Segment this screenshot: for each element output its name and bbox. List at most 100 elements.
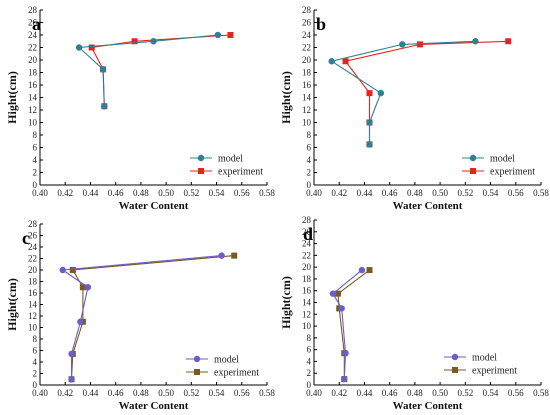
- y-tick-label: 22: [302, 43, 311, 53]
- data-point-model: [214, 31, 222, 39]
- y-axis-label: Hight(cm): [5, 278, 19, 331]
- data-point-model: [101, 103, 108, 110]
- y-tick-label: 18: [302, 68, 312, 78]
- data-point-model: [150, 38, 157, 45]
- legend-label-model: model: [214, 355, 239, 366]
- y-tick-label: 26: [28, 18, 38, 28]
- legend-marker-experiment: [198, 168, 204, 174]
- x-tick-label: 0.50: [432, 388, 448, 398]
- x-axis-label: Water Content: [393, 200, 463, 212]
- data-point-model: [59, 266, 66, 274]
- y-tick-label: 22: [28, 43, 37, 53]
- y-tick-label: 26: [28, 231, 38, 241]
- x-tick-label: 0.48: [133, 188, 149, 198]
- x-tick-label: 0.48: [407, 188, 423, 198]
- y-tick-label: 22: [28, 254, 37, 264]
- x-tick-label: 0.42: [331, 388, 347, 398]
- x-tick-label: 0.56: [234, 188, 250, 198]
- data-point-experiment: [227, 32, 234, 38]
- x-tick-label: 0.44: [357, 388, 373, 398]
- x-tick-label: 0.54: [483, 188, 499, 198]
- x-tick-label: 0.58: [533, 388, 549, 398]
- y-tick-label: 28: [302, 215, 312, 225]
- x-tick-label: 0.52: [183, 388, 199, 398]
- legend-marker-model: [193, 355, 201, 363]
- y-tick-label: 18: [302, 274, 312, 284]
- x-tick-label: 0.40: [32, 188, 48, 198]
- x-tick-label: 0.44: [83, 188, 99, 198]
- data-point-model: [358, 266, 366, 274]
- panel-b: 0.40 0.42 0.44 0.46 0.48 0.50 0.52 0.54 0.56 0.58…: [279, 5, 549, 212]
- data-point-model: [84, 284, 92, 291]
- data-point-model: [329, 290, 337, 297]
- data-point-experiment: [79, 284, 86, 291]
- data-point-experiment: [131, 38, 138, 45]
- x-axis-label: Water Content: [393, 400, 463, 412]
- x-tick-label: 0.48: [133, 388, 149, 398]
- y-tick-label: 8: [307, 333, 312, 343]
- y-tick-label: 12: [28, 105, 37, 115]
- data-point-model: [338, 305, 345, 312]
- x-tick-label: 0.52: [457, 188, 473, 198]
- y-tick-label: 18: [28, 277, 38, 287]
- y-tick-label: 2: [307, 168, 312, 178]
- y-tick-label: 10: [28, 323, 38, 333]
- x-tick-label: 0.42: [57, 188, 73, 198]
- x-tick-label: 0.42: [57, 388, 73, 398]
- x-tick-label: 0.44: [83, 388, 99, 398]
- legend-marker-experiment: [470, 168, 476, 174]
- y-tick-label: 20: [302, 262, 312, 272]
- data-point-model: [366, 141, 373, 148]
- x-tick-label: 0.42: [331, 188, 347, 198]
- y-tick-label: 4: [33, 155, 38, 165]
- data-point-model: [218, 252, 225, 259]
- y-tick-label: 24: [302, 30, 312, 40]
- x-tick-label: 0.40: [32, 388, 48, 398]
- y-tick-label: 14: [28, 93, 38, 103]
- y-tick-label: 14: [302, 298, 312, 308]
- data-point-model: [472, 38, 479, 45]
- y-tick-label: 14: [302, 93, 312, 103]
- data-point-model: [377, 89, 385, 97]
- x-tick-label: 0.50: [158, 188, 174, 198]
- y-tick-label: 2: [33, 369, 38, 379]
- y-tick-label: 2: [33, 168, 38, 178]
- x-tick-label: 0.46: [382, 188, 398, 198]
- panel-letter: c: [22, 228, 30, 248]
- x-tick-label: 0.52: [183, 188, 199, 198]
- legend-marker-model: [451, 353, 459, 361]
- data-point-experiment: [366, 90, 373, 97]
- x-tick-label: 0.54: [209, 388, 225, 398]
- x-tick-label: 0.50: [432, 188, 448, 198]
- y-tick-label: 6: [33, 143, 38, 153]
- legend-label-experiment: experiment: [490, 167, 535, 178]
- y-tick-label: 16: [302, 80, 312, 90]
- data-point-experiment: [69, 267, 76, 273]
- y-tick-label: 20: [28, 265, 38, 275]
- y-tick-label: 4: [33, 357, 38, 367]
- x-tick-label: 0.58: [259, 388, 275, 398]
- legend-label-experiment: experiment: [472, 366, 517, 377]
- y-axis-label: Hight(cm): [279, 71, 293, 124]
- data-point-experiment: [416, 41, 423, 48]
- y-tick-label: 0: [33, 180, 38, 190]
- y-tick-label: 4: [307, 356, 312, 366]
- y-tick-label: 6: [307, 345, 312, 355]
- y-tick-label: 0: [307, 180, 312, 190]
- legend-marker-experiment: [194, 369, 200, 375]
- x-tick-label: 0.58: [533, 188, 549, 198]
- x-tick-label: 0.52: [457, 388, 473, 398]
- panel-letter: d: [303, 224, 313, 244]
- x-tick-label: 0.46: [108, 188, 124, 198]
- x-tick-label: 0.54: [209, 188, 225, 198]
- y-tick-label: 26: [302, 227, 312, 237]
- y-tick-label: 10: [302, 321, 312, 331]
- y-tick-label: 28: [302, 5, 312, 15]
- data-point-model: [68, 350, 75, 358]
- legend-label-model: model: [490, 154, 515, 165]
- x-tick-label: 0.54: [483, 388, 499, 398]
- data-point-model: [342, 349, 349, 357]
- x-tick-label: 0.46: [382, 388, 398, 398]
- y-tick-label: 12: [302, 105, 311, 115]
